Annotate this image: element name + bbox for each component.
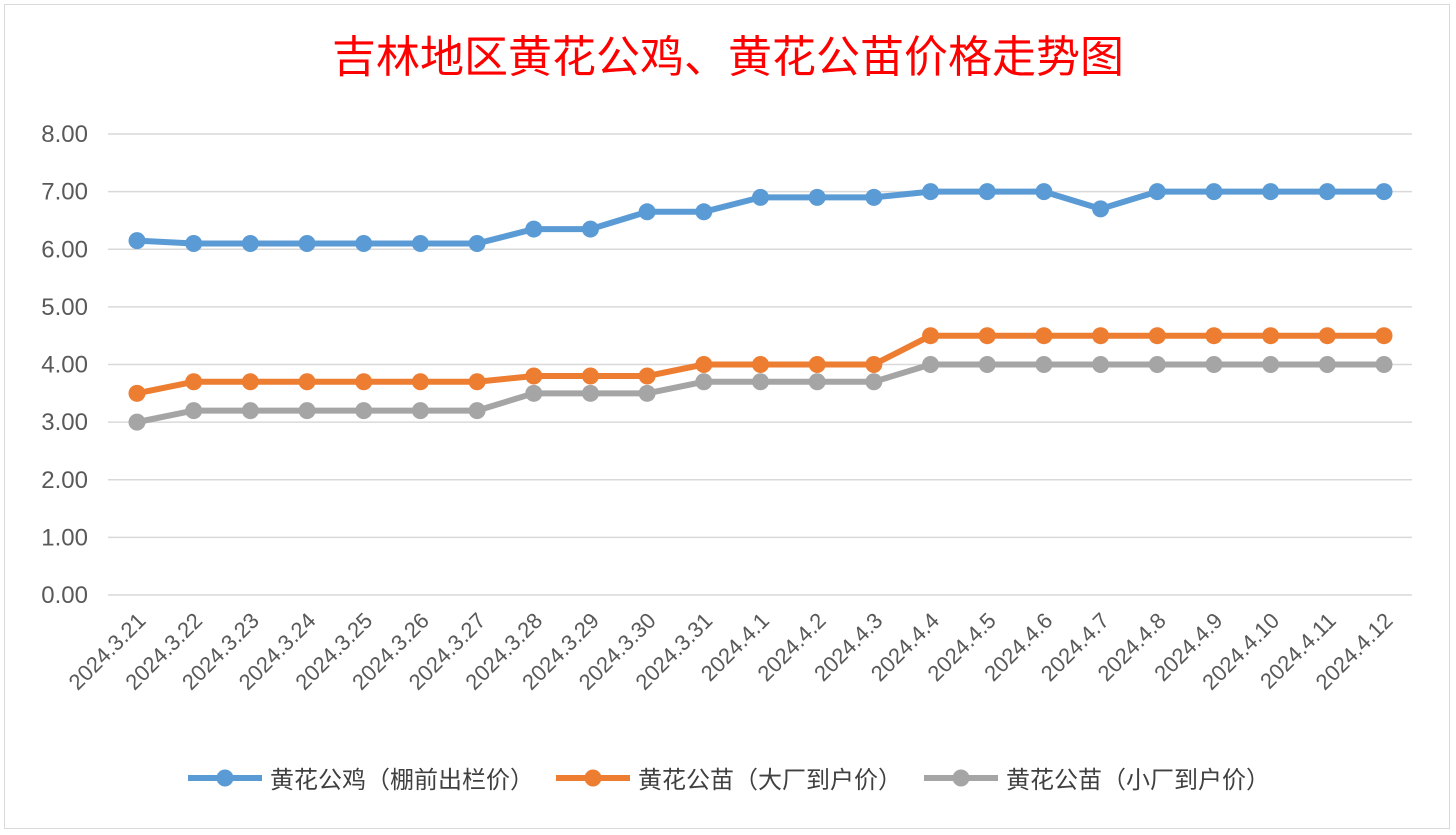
data-point	[1205, 327, 1223, 345]
data-point	[581, 384, 599, 402]
data-point	[581, 220, 599, 238]
legend-item: 黄花公鸡（棚前出栏价）	[186, 760, 534, 795]
y-tick-label: 5.00	[41, 294, 88, 321]
data-point	[638, 384, 656, 402]
legend-label: 黄花公苗（大厂到户价）	[638, 766, 902, 794]
y-tick-label: 1.00	[41, 524, 88, 551]
data-point	[241, 402, 259, 420]
legend-item: 黄花公苗（小厂到户价）	[922, 760, 1270, 795]
data-point	[1262, 183, 1280, 201]
data-point	[1092, 356, 1110, 373]
y-tick-label: 0.00	[41, 582, 88, 609]
data-point	[525, 384, 543, 402]
data-point	[808, 188, 826, 206]
data-point	[355, 373, 373, 391]
chart-title: 吉林地区黄花公鸡、黄花公苗价格走势图	[332, 32, 1124, 83]
data-point	[808, 373, 826, 391]
data-point	[638, 367, 656, 385]
data-point	[185, 234, 203, 252]
data-point	[1035, 327, 1053, 345]
data-point	[1318, 183, 1336, 201]
data-point	[1375, 183, 1393, 201]
data-point	[752, 356, 769, 373]
data-point	[1092, 200, 1110, 218]
data-point	[922, 327, 940, 345]
data-point	[695, 203, 713, 221]
gridlines	[108, 133, 1412, 596]
data-point	[1262, 327, 1280, 345]
data-point	[298, 373, 316, 391]
data-point	[525, 367, 543, 385]
data-point	[298, 402, 316, 420]
data-point	[128, 413, 146, 431]
legend: 黄花公鸡（棚前出栏价） 黄花公苗（大厂到户价） 黄花公苗（小厂到户价）	[0, 760, 1456, 795]
data-point	[922, 183, 940, 201]
y-tick-label: 4.00	[41, 352, 88, 379]
data-point	[581, 367, 599, 385]
data-point	[411, 234, 429, 252]
series-lines	[128, 183, 1393, 431]
data-point	[978, 183, 996, 201]
y-tick-label: 2.00	[41, 467, 88, 494]
data-point	[752, 373, 769, 391]
data-point	[978, 356, 996, 373]
data-point	[185, 402, 203, 420]
data-point	[1148, 327, 1166, 345]
data-point	[1092, 327, 1110, 345]
y-axis-ticks: 0.00 1.00 2.00 3.00 4.00 5.00 6.00 7.00 8.00	[41, 121, 88, 609]
data-point	[865, 188, 883, 206]
legend-label: 黄花公鸡（棚前出栏价）	[270, 766, 534, 794]
data-point	[1262, 356, 1280, 373]
data-point	[1205, 356, 1223, 373]
data-point	[468, 402, 486, 420]
data-point	[468, 234, 486, 252]
data-point	[695, 356, 713, 373]
legend-swatch	[188, 769, 262, 786]
data-point	[695, 373, 713, 391]
data-point	[355, 402, 373, 420]
data-point	[865, 356, 883, 373]
data-point	[185, 373, 203, 391]
y-tick-label: 8.00	[41, 121, 88, 148]
data-point	[1148, 356, 1166, 373]
data-point	[1318, 356, 1336, 373]
data-point	[808, 356, 826, 373]
series-0	[128, 183, 1393, 252]
series-2	[128, 356, 1393, 431]
data-point	[411, 402, 429, 420]
data-point	[1035, 183, 1053, 201]
legend-label: 黄花公苗（小厂到户价）	[1006, 766, 1270, 794]
data-point	[411, 373, 429, 391]
data-point	[1205, 183, 1223, 201]
x-axis-ticks: 2024.3.212024.3.222024.3.232024.3.242024…	[64, 608, 1398, 695]
legend-item: 黄花公苗（大厂到户价）	[554, 760, 902, 795]
data-point	[241, 234, 259, 252]
data-point	[865, 373, 883, 391]
y-tick-label: 3.00	[41, 409, 88, 436]
data-point	[752, 188, 769, 206]
data-point	[355, 234, 373, 252]
y-tick-label: 7.00	[41, 179, 88, 206]
data-point	[128, 384, 146, 402]
legend-swatch	[556, 769, 630, 786]
data-point	[922, 356, 940, 373]
y-tick-label: 6.00	[41, 236, 88, 263]
data-point	[1318, 327, 1336, 345]
data-point	[128, 232, 146, 250]
data-point	[468, 373, 486, 391]
data-point	[1035, 356, 1053, 373]
data-point	[1375, 327, 1393, 345]
data-point	[978, 327, 996, 345]
series-line	[136, 361, 1384, 426]
data-point	[1148, 183, 1166, 201]
legend-swatch	[924, 769, 998, 786]
data-point	[1375, 356, 1393, 373]
data-point	[525, 220, 543, 238]
data-point	[638, 203, 656, 221]
series-1	[128, 327, 1393, 402]
data-point	[298, 234, 316, 252]
data-point	[241, 373, 259, 391]
